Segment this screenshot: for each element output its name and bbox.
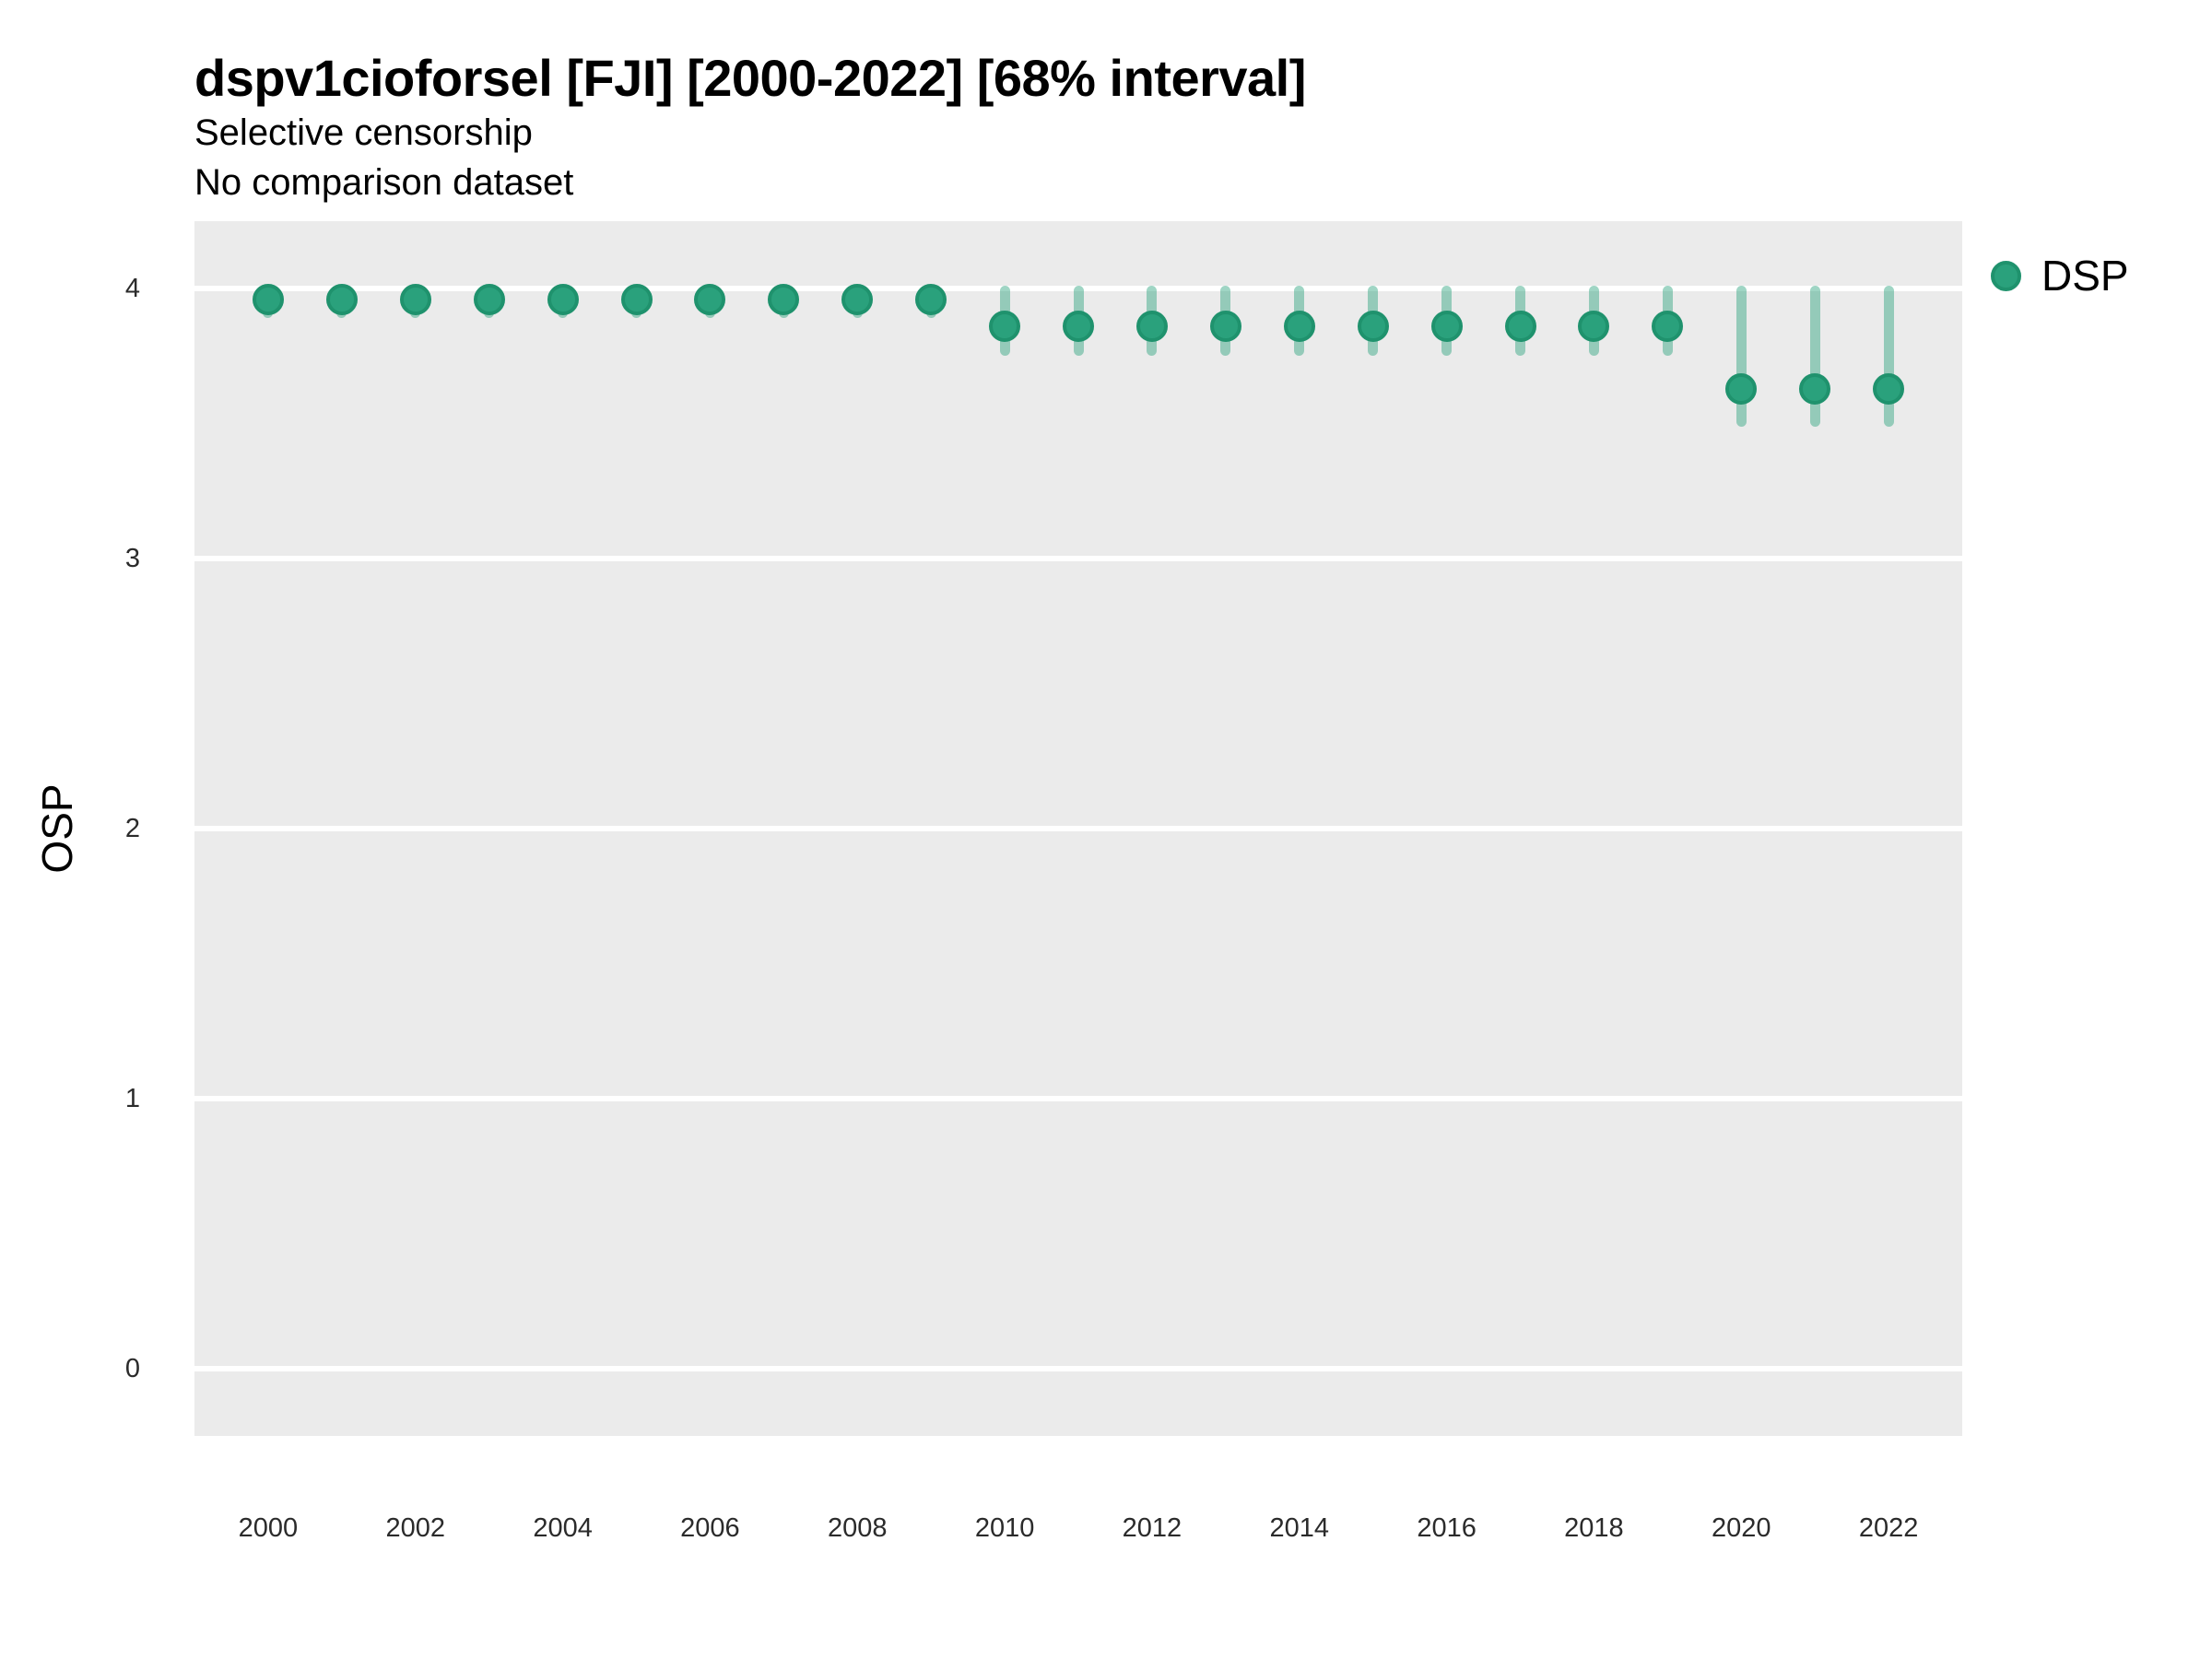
data-point-2010 <box>989 311 1021 343</box>
x-tick-label-2000: 2000 <box>238 1513 299 1543</box>
x-tick-label-2018: 2018 <box>1564 1513 1624 1543</box>
data-point-2017 <box>1504 311 1536 343</box>
interval-bar-2020 <box>1735 286 1747 427</box>
gridline-y-0 <box>194 1365 1962 1371</box>
data-point-2022 <box>1873 372 1905 405</box>
legend-dsp-dot-icon <box>1991 260 2021 291</box>
data-point-2014 <box>1283 311 1315 343</box>
y-tick-label-4: 4 <box>124 274 140 304</box>
x-tick-label-2002: 2002 <box>385 1513 445 1543</box>
gridline-y-2 <box>194 826 1962 831</box>
gridline-y-4 <box>194 286 1962 292</box>
data-point-2008 <box>841 283 874 315</box>
y-axis-title: OSP <box>33 783 81 874</box>
x-tick-label-2012: 2012 <box>1122 1513 1182 1543</box>
y-tick-label-0: 0 <box>124 1353 140 1383</box>
data-point-2002 <box>399 283 431 315</box>
y-tick-label-2: 2 <box>124 814 140 843</box>
data-point-2013 <box>1209 311 1241 343</box>
legend: DSP <box>1991 254 2129 297</box>
data-point-2019 <box>1652 311 1684 343</box>
x-tick-label-2010: 2010 <box>974 1513 1035 1543</box>
data-point-2007 <box>768 283 800 315</box>
x-tick-label-2020: 2020 <box>1711 1513 1771 1543</box>
data-point-2020 <box>1725 372 1758 405</box>
x-tick-label-2022: 2022 <box>1858 1513 1919 1543</box>
data-point-2004 <box>547 283 579 315</box>
y-tick-label-1: 1 <box>124 1083 140 1113</box>
data-point-2001 <box>325 283 358 315</box>
chart-title: dspv1cioforsel [FJI] [2000-2022] [68% in… <box>194 49 1306 107</box>
data-point-2021 <box>1799 372 1831 405</box>
gridline-y-1 <box>194 1095 1962 1101</box>
interval-bar-2021 <box>1809 286 1820 427</box>
x-tick-label-2004: 2004 <box>533 1513 593 1543</box>
data-point-2005 <box>620 283 653 315</box>
data-point-2016 <box>1430 311 1463 343</box>
data-point-2003 <box>473 283 505 315</box>
data-point-2018 <box>1578 311 1610 343</box>
gridline-y-3 <box>194 556 1962 562</box>
plot-panel <box>194 221 1962 1436</box>
x-tick-label-2014: 2014 <box>1269 1513 1329 1543</box>
x-tick-label-2016: 2016 <box>1417 1513 1477 1543</box>
chart-subtitle-line2: No comparison dataset <box>194 162 574 203</box>
legend-dsp-label: DSP <box>2041 252 2129 300</box>
data-point-2015 <box>1357 311 1389 343</box>
chart-subtitle-line1: Selective censorship <box>194 112 533 153</box>
interval-bar-2022 <box>1883 286 1894 427</box>
data-point-2012 <box>1135 311 1168 343</box>
y-tick-label-3: 3 <box>124 544 140 574</box>
data-point-2009 <box>915 283 947 315</box>
data-point-2000 <box>252 283 284 315</box>
x-tick-label-2006: 2006 <box>680 1513 740 1543</box>
x-tick-label-2008: 2008 <box>827 1513 888 1543</box>
data-point-2006 <box>694 283 726 315</box>
data-point-2011 <box>1063 311 1094 343</box>
